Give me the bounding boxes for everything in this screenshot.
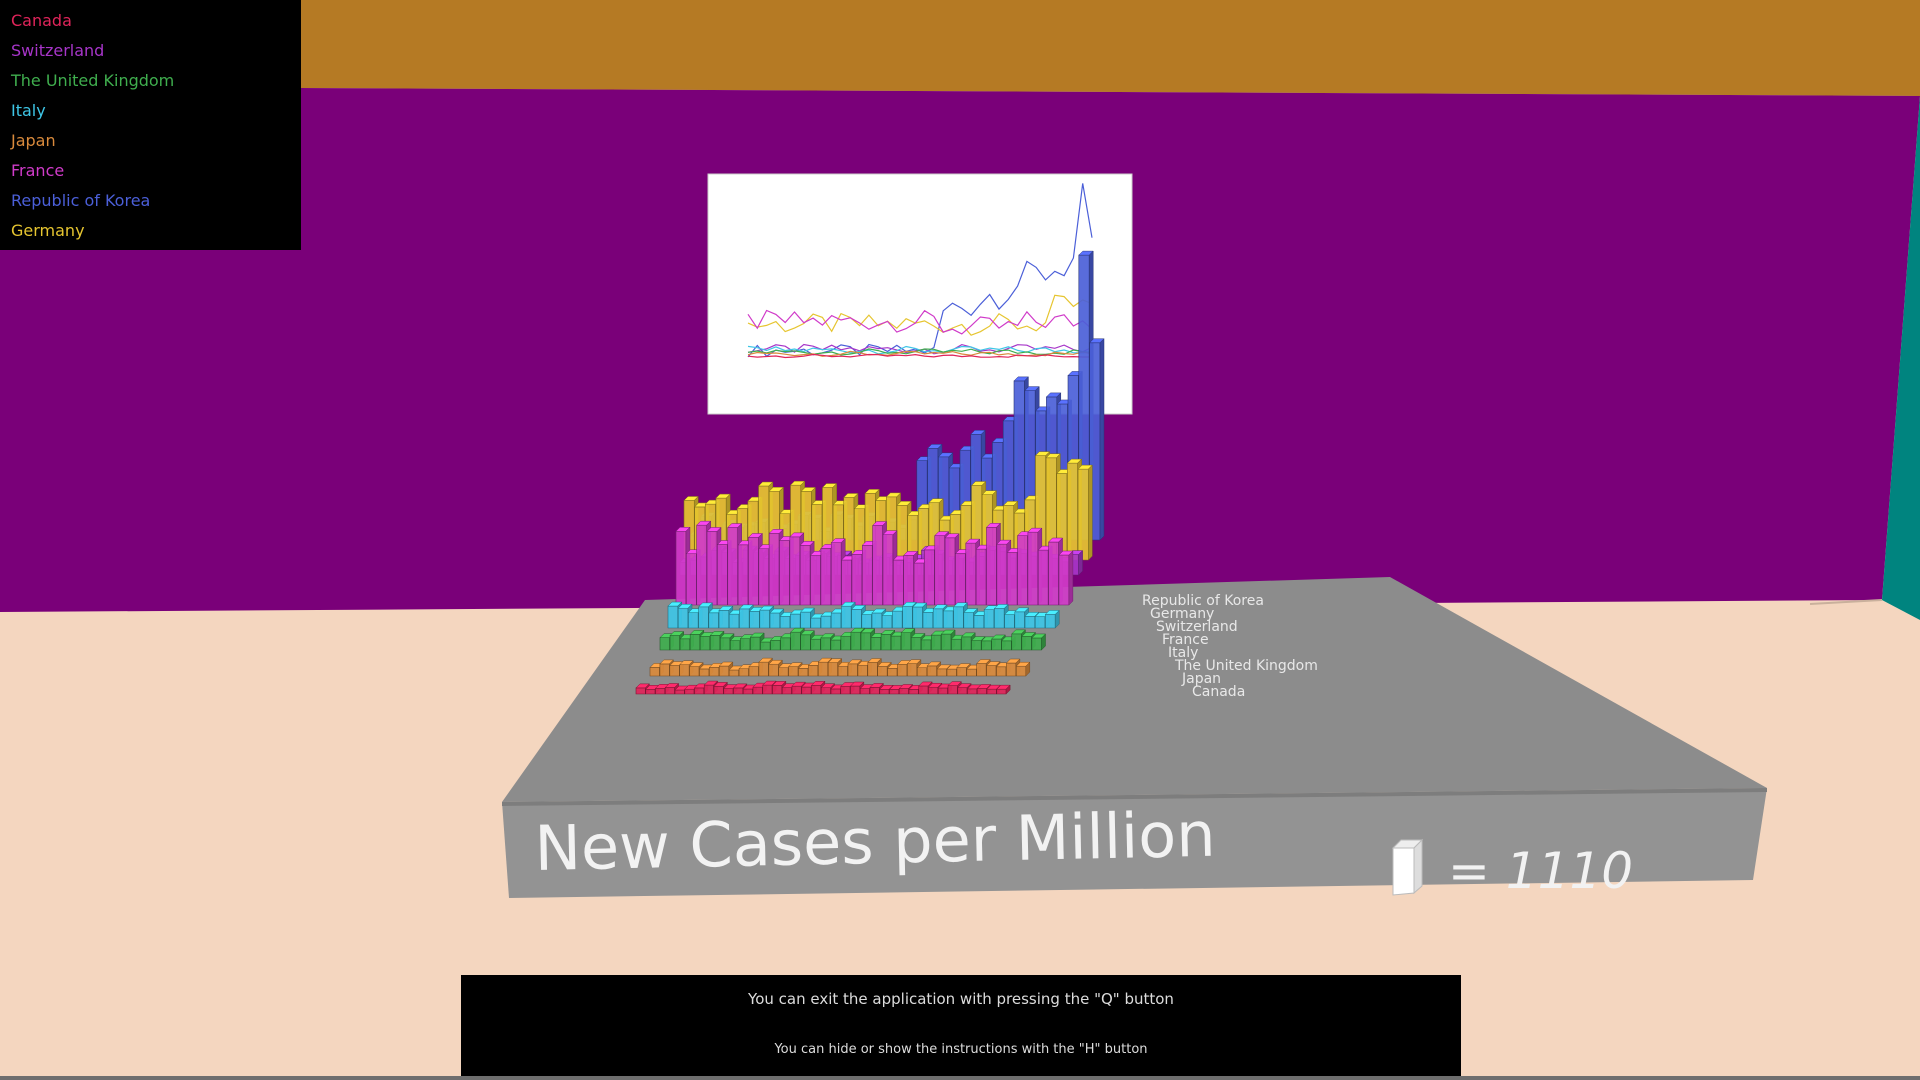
platform-top	[502, 577, 1767, 802]
bar-3d	[927, 682, 943, 695]
bar-3d	[1077, 464, 1093, 561]
poster-series-line	[747, 309, 1093, 335]
bar-3d	[986, 684, 1001, 695]
platform-row-label: Republic of Korea	[1142, 593, 1264, 609]
right-wall	[1882, 96, 1920, 620]
bar-3d	[849, 681, 865, 695]
instruction-toggle: You can hide or show the instructions wi…	[774, 1042, 1148, 1057]
bar-3d	[1058, 550, 1074, 606]
platform-row-label: Canada	[1192, 684, 1245, 700]
row-labels: Republic of KoreaGermanySwitzerlandFranc…	[1142, 593, 1318, 700]
platform-row-label: The United Kingdom	[1174, 658, 1318, 674]
scale-value: = 1110	[1448, 842, 1633, 900]
instruction-exit: You can exit the application with pressi…	[748, 990, 1174, 1008]
platform-edge	[502, 788, 1767, 806]
poster-series-line	[747, 183, 1093, 358]
legend-item: France	[11, 161, 65, 180]
bar-3d	[888, 684, 904, 695]
legend-item: Switzerland	[11, 41, 105, 60]
bar-3d	[1031, 633, 1047, 651]
legend-item: Italy	[11, 101, 46, 120]
legend-item: Canada	[11, 11, 72, 30]
bar-3d	[860, 628, 876, 651]
legend-item: Germany	[11, 221, 85, 240]
platform-row-label: Switzerland	[1156, 619, 1238, 635]
platform-row-label: Germany	[1150, 606, 1214, 622]
poster-series-line	[747, 348, 1093, 356]
bar-3d	[996, 684, 1011, 695]
wall-edge	[1809, 599, 1883, 605]
bar-3d	[718, 661, 734, 677]
taskbar-edge	[0, 1076, 1920, 1080]
platform-row-label: Italy	[1168, 645, 1198, 661]
platform-front	[502, 788, 1767, 898]
platform-title: New Cases per Million	[534, 798, 1216, 885]
bar-3d	[1015, 661, 1031, 677]
wall-poster	[707, 173, 1133, 415]
poster-series-line	[747, 350, 1093, 357]
bar-3d	[1088, 338, 1105, 541]
bar-3d	[1044, 609, 1060, 629]
legend-panel: Canada Switzerland The United Kingdom Italy…	[0, 0, 301, 250]
scale-block-icon	[1391, 838, 1424, 896]
legend-item: Japan	[11, 131, 56, 150]
platform-row-label: France	[1162, 632, 1209, 648]
legend-item: Republic of Korea	[11, 191, 151, 210]
instructions-panel: You can exit the application with pressi…	[461, 975, 1461, 1080]
legend-item: The United Kingdom	[11, 71, 175, 90]
bar-chart-3d	[635, 250, 1105, 695]
poster-line-chart	[747, 183, 1093, 359]
ceiling	[0, 0, 1920, 96]
poster-series-line	[747, 353, 1092, 359]
platform-row-label: Japan	[1181, 671, 1221, 687]
